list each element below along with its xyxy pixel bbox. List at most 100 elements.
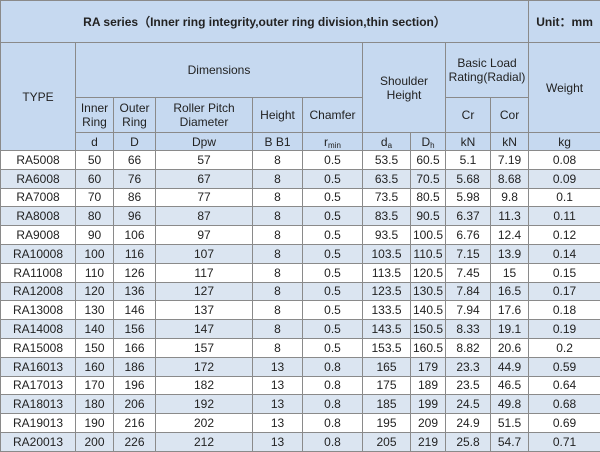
value-cell: 206 <box>113 394 156 415</box>
value-cell: 153.5 <box>362 337 411 358</box>
value-cell: 0.5 <box>302 281 363 302</box>
value-cell: 175 <box>362 375 411 396</box>
value-cell: 24.5 <box>445 394 491 415</box>
value-cell: 13 <box>252 356 303 377</box>
header-cell: Roller Pitch Diameter <box>155 97 253 133</box>
type-cell: RA9008 <box>0 225 76 245</box>
unit-symbol: kN <box>460 134 476 149</box>
value-cell: 0.12 <box>528 225 600 245</box>
type-cell: RA12008 <box>0 281 76 302</box>
value-cell: 0.5 <box>302 337 363 358</box>
value-cell: 80 <box>75 206 114 227</box>
value-cell: 13 <box>252 431 303 452</box>
value-cell: 137 <box>155 300 253 321</box>
value-cell: 127 <box>155 281 253 302</box>
value-cell: 54.7 <box>489 431 530 452</box>
header-cell: Shoulder Height <box>362 42 446 133</box>
value-cell: 44.9 <box>489 356 530 377</box>
value-cell: 205 <box>362 431 411 452</box>
unit-symbol: kg <box>558 134 571 149</box>
unit-symbol: D <box>421 134 431 149</box>
value-cell: 186 <box>113 356 156 377</box>
value-cell: 60 <box>75 168 114 189</box>
unit-subscript: h <box>430 140 435 150</box>
value-cell: 20.6 <box>489 337 530 358</box>
type-cell: RA8008 <box>0 206 76 227</box>
value-cell: 5.1 <box>445 150 491 170</box>
table-row: RA18013 180 206 192 13 0.8 185 199 24.5 49.8 0.68 <box>0 394 600 415</box>
value-cell: 0.19 <box>528 319 600 339</box>
unit-symbol: r <box>324 134 329 149</box>
value-cell: 93.5 <box>362 225 411 245</box>
value-cell: 66 <box>113 150 156 170</box>
table-title: RA series（Inner ring integrity,outer rin… <box>0 0 530 43</box>
table-row: RA14008 140 156 147 8 0.5 143.5 150.5 8.33 19.1 0.… <box>0 319 600 339</box>
value-cell: 136 <box>113 281 156 302</box>
value-cell: 80.5 <box>410 187 446 208</box>
value-cell: 0.5 <box>302 168 363 189</box>
value-cell: 8 <box>252 187 303 208</box>
table-row: RA15008 150 166 157 8 0.5 153.5 160.5 8.82 20.6 0.… <box>0 337 600 358</box>
unit-cell: kg <box>528 132 600 151</box>
value-cell: 16.5 <box>489 281 530 302</box>
unit-symbol: Dpw <box>191 134 216 149</box>
table-row: RA6008 60 76 67 8 0.5 63.5 70.5 5.68 8.68 0.09 <box>0 168 600 189</box>
header-cell: Dimensions <box>75 42 363 98</box>
type-cell: RA16013 <box>0 356 76 377</box>
value-cell: 0.69 <box>528 413 600 433</box>
value-cell: 8 <box>252 168 303 189</box>
header-cell: Outer Ring <box>113 97 156 133</box>
value-cell: 0.59 <box>528 356 600 377</box>
value-cell: 140 <box>75 319 114 339</box>
value-cell: 147 <box>155 319 253 339</box>
table-row: RA5008 50 66 57 8 0.5 53.5 60.5 5.1 7.19 0.08 <box>0 150 600 170</box>
table-row: RA7008 70 86 77 8 0.5 73.5 80.5 5.98 9.8 0.1 <box>0 187 600 208</box>
value-cell: 51.5 <box>489 413 530 433</box>
type-cell: RA19013 <box>0 413 76 433</box>
table-row: RA20013 200 226 212 13 0.8 205 219 25.8 54.7 0.71 <box>0 431 600 452</box>
type-cell: RA5008 <box>0 150 76 170</box>
unit-cell: B B1 <box>252 132 303 151</box>
value-cell: 0.71 <box>528 431 600 452</box>
value-cell: 8 <box>252 281 303 302</box>
table-row: RA10008 100 116 107 8 0.5 103.5 110.5 7.15 13.9 0.… <box>0 243 600 264</box>
unit-cell: Dh <box>410 132 446 151</box>
value-cell: 7.45 <box>445 262 491 283</box>
value-cell: 23.5 <box>445 375 491 396</box>
header-cell: Inner Ring <box>75 97 114 133</box>
value-cell: 0.8 <box>302 375 363 396</box>
type-cell: RA14008 <box>0 319 76 339</box>
value-cell: 100.5 <box>410 225 446 245</box>
value-cell: 209 <box>410 413 446 433</box>
value-cell: 182 <box>155 375 253 396</box>
value-cell: 117 <box>155 262 253 283</box>
value-cell: 13 <box>252 413 303 433</box>
value-cell: 13 <box>252 394 303 415</box>
value-cell: 120.5 <box>410 262 446 283</box>
value-cell: 8 <box>252 206 303 227</box>
value-cell: 8 <box>252 319 303 339</box>
value-cell: 5.98 <box>445 187 491 208</box>
table-row: RA9008 90 106 97 8 0.5 93.5 100.5 6.76 12.4 0.12 <box>0 225 600 245</box>
value-cell: 120 <box>75 281 114 302</box>
value-cell: 165 <box>362 356 411 377</box>
type-cell: RA13008 <box>0 300 76 321</box>
value-cell: 17.6 <box>489 300 530 321</box>
value-cell: 110.5 <box>410 243 446 264</box>
header-cell: Chamfer <box>302 97 363 133</box>
type-cell: RA10008 <box>0 243 76 264</box>
value-cell: 8 <box>252 225 303 245</box>
unit-symbol: d <box>91 134 98 149</box>
value-cell: 130.5 <box>410 281 446 302</box>
value-cell: 0.5 <box>302 187 363 208</box>
header-cell: Basic Load Rating(Radial) <box>444 42 530 98</box>
unit-subscript: min <box>328 140 341 150</box>
value-cell: 195 <box>362 413 411 433</box>
value-cell: 0.17 <box>528 281 600 302</box>
table-row: RA12008 120 136 127 8 0.5 123.5 130.5 7.84 16.5 0.… <box>0 281 600 302</box>
value-cell: 13.9 <box>489 243 530 264</box>
value-cell: 189 <box>410 375 446 396</box>
value-cell: 113.5 <box>362 262 411 283</box>
value-cell: 190 <box>75 413 114 433</box>
